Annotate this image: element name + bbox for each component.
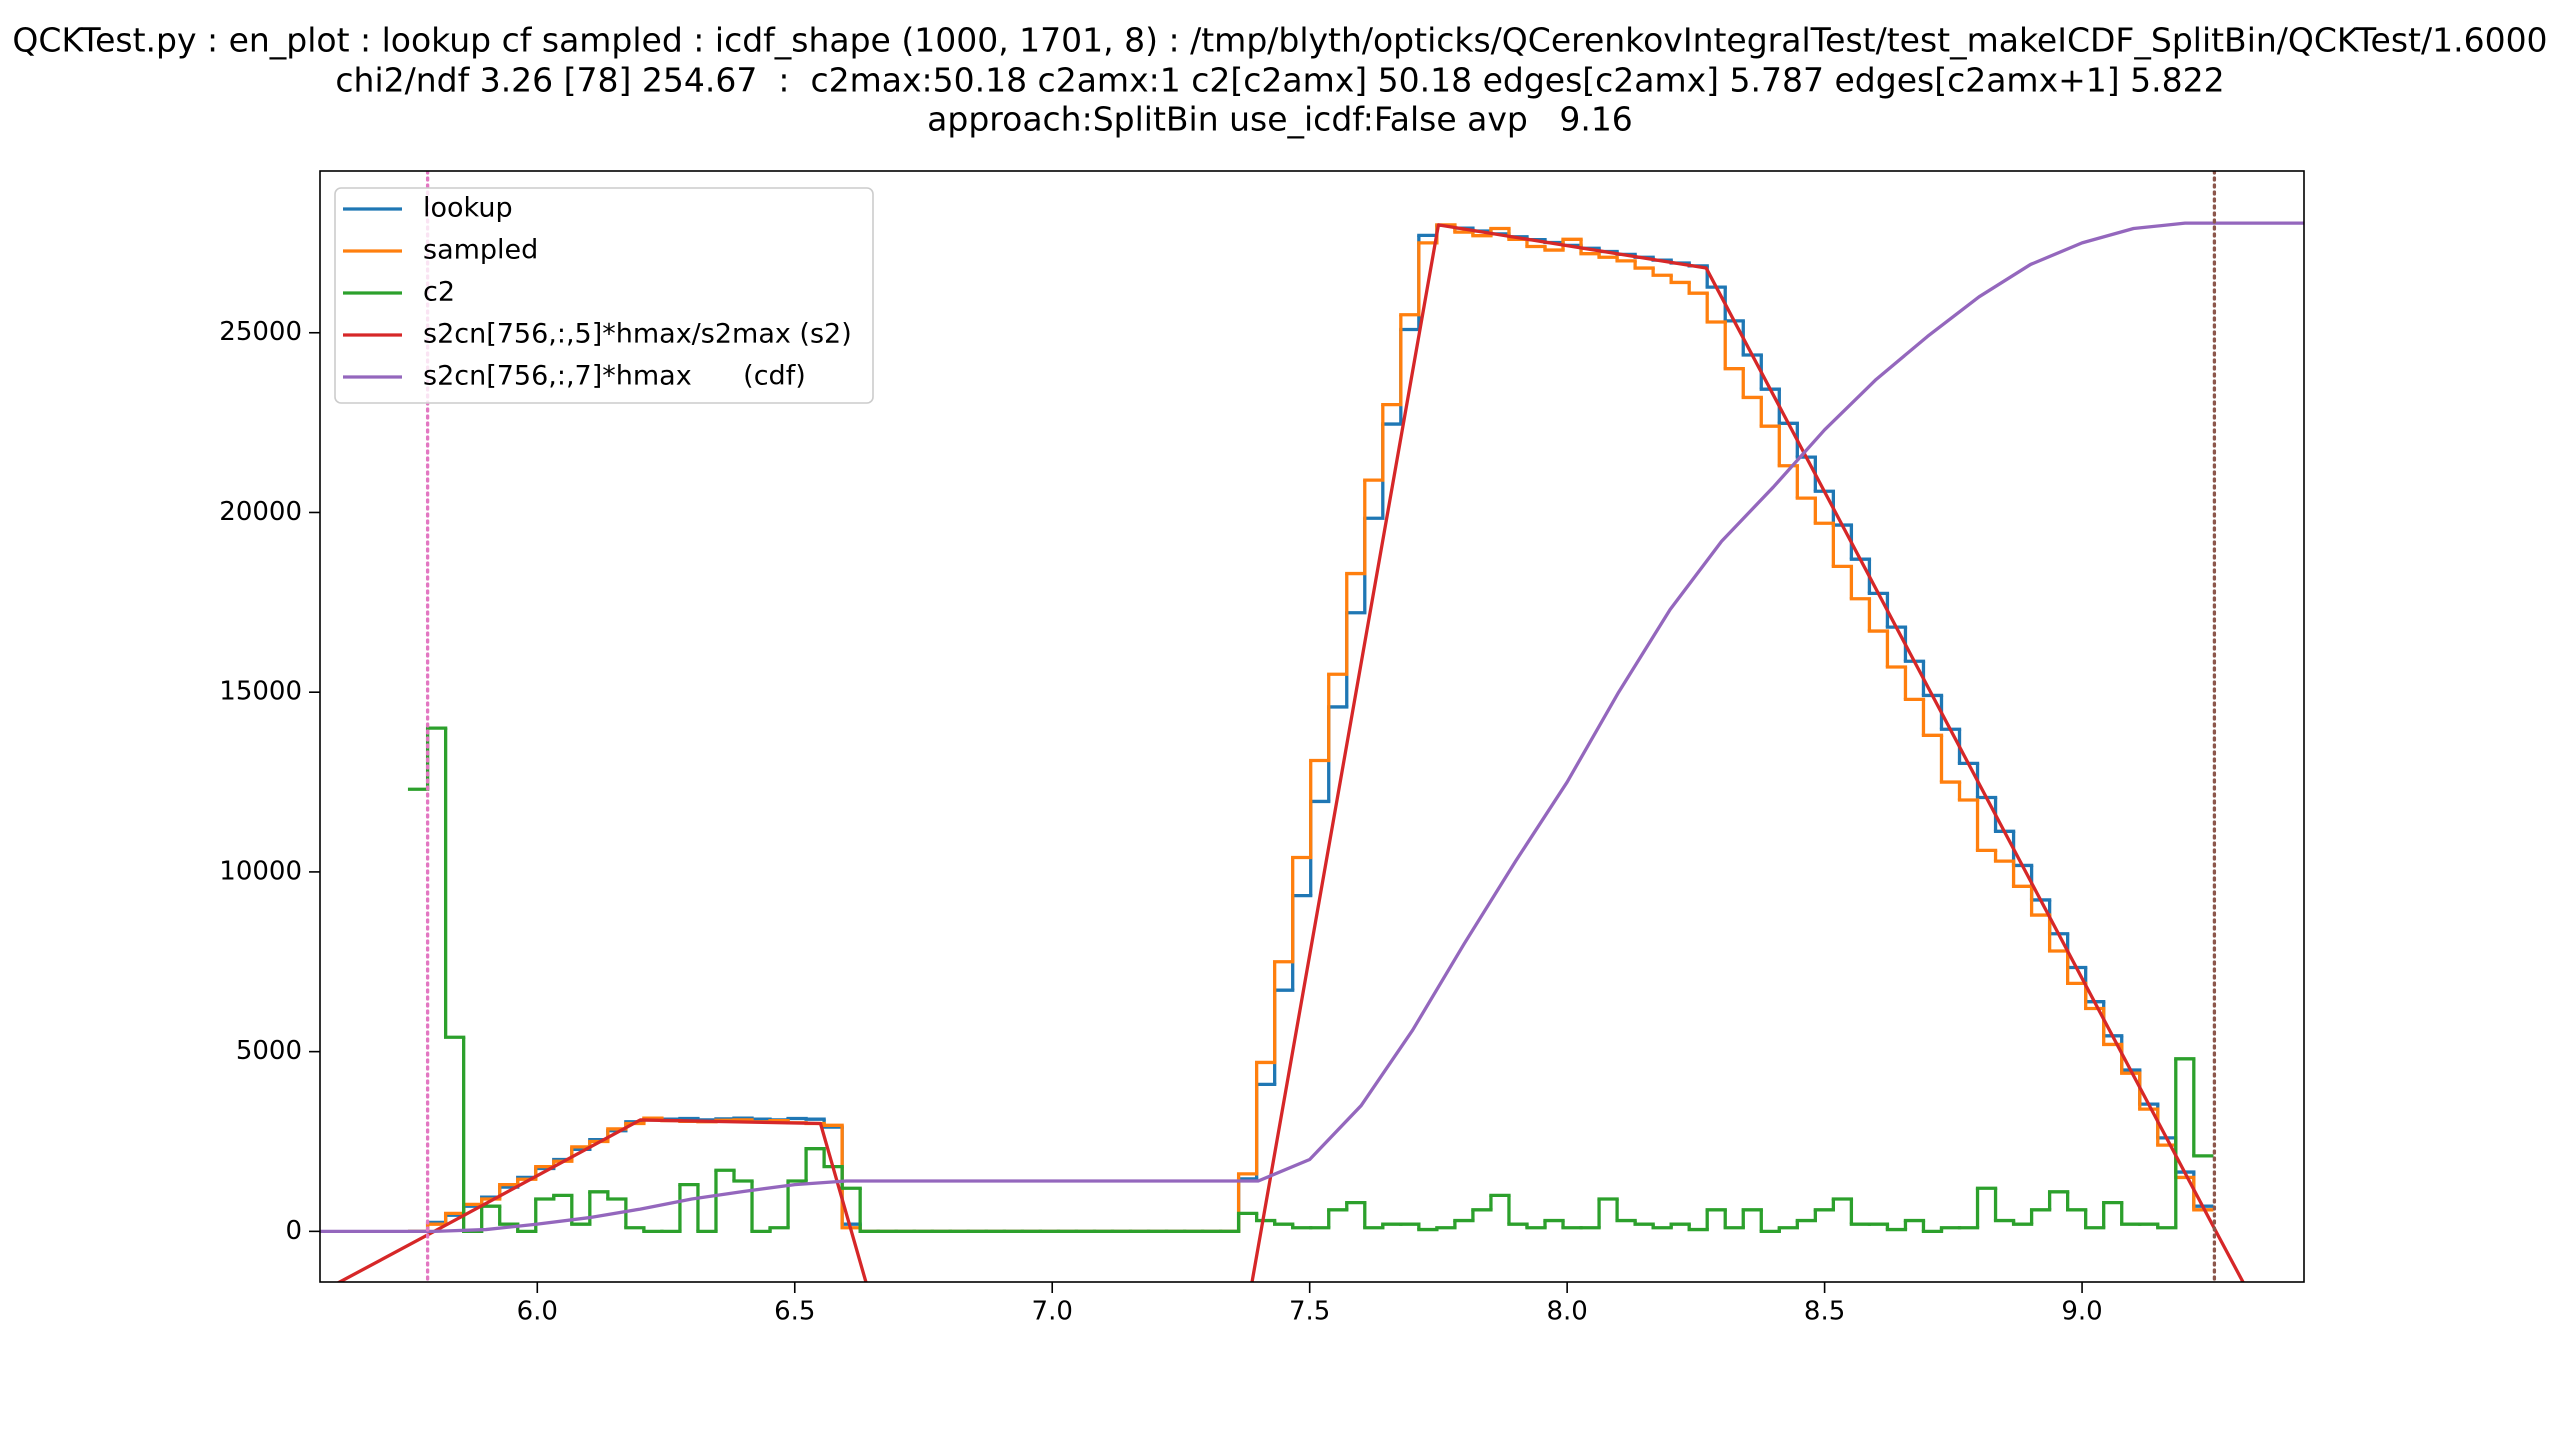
x-tick-label: 6.5 (774, 1297, 815, 1327)
y-tick-label: 5000 (236, 1036, 302, 1066)
legend-label: sampled (423, 235, 538, 266)
series-line (336, 223, 2245, 1282)
x-tick-label: 8.0 (1546, 1297, 1587, 1327)
legend: lookup sampled c2 s2cn[756,:,5]*hmax/s2max … (334, 187, 874, 404)
legend-label: s2cn[756,:,5]*hmax/s2max (s2) (423, 319, 852, 350)
legend-label: c2 (423, 277, 455, 308)
y-tick-label: 25000 (219, 317, 302, 347)
title-line: approach:SplitBin use_icdf:False avp 9.1… (927, 100, 1633, 139)
title-line: chi2/ndf 3.26 [78] 254.67 : c2max:50.18 … (335, 61, 2224, 100)
y-tick-label: 20000 (219, 497, 302, 527)
x-tick-label: 8.5 (1804, 1297, 1845, 1327)
y-tick-label: 15000 (219, 677, 302, 707)
title-line: QCKTest.py : en_plot : lookup cf sampled… (12, 21, 2547, 60)
legend-label: s2cn[756,:,7]*hmax (cdf) (423, 361, 806, 392)
x-tick-label: 7.0 (1032, 1297, 1073, 1327)
y-tick-label: 10000 (219, 856, 302, 886)
x-tick-label: 7.5 (1289, 1297, 1330, 1327)
x-tick-label: 6.0 (517, 1297, 558, 1327)
legend-label: lookup (423, 193, 513, 224)
series-line (320, 221, 2304, 1233)
axes-frame (319, 170, 2305, 1283)
plot-area (320, 171, 2304, 1282)
x-tick-label: 9.0 (2061, 1297, 2102, 1327)
y-tick-label: 0 (285, 1216, 302, 1246)
legend-box (334, 187, 874, 404)
